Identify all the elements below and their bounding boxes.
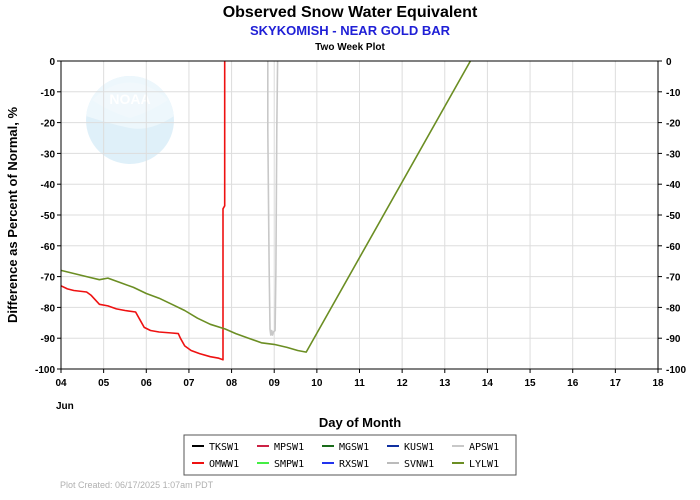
chart-subsubtitle: Two Week Plot	[315, 42, 385, 53]
y-tick-label-left: -100	[35, 365, 55, 376]
y-tick-label-right: -100	[666, 365, 686, 376]
x-tick-label: 08	[226, 378, 238, 389]
x-tick-label: 10	[311, 378, 323, 389]
x-tick-label: 09	[269, 378, 281, 389]
y-tick-label-left: -80	[41, 303, 56, 314]
legend-label-mgsw1: MGSW1	[339, 442, 369, 453]
x-tick-label: 11	[354, 378, 365, 389]
y-tick-label-right: -60	[666, 242, 681, 253]
y-axis-label: Difference as Percent of Normal, %	[5, 107, 20, 323]
y-tick-label-left: -50	[41, 211, 56, 222]
logo-text: NOAA	[109, 91, 150, 107]
month-label: Jun	[56, 401, 74, 412]
series-line-omww1	[60, 61, 226, 361]
y-tick-label-left: -90	[41, 334, 56, 345]
y-tick-label-right: 0	[666, 57, 672, 68]
series-line-lylw1	[60, 60, 472, 353]
x-tick-label: 13	[439, 378, 451, 389]
y-tick-label-left: -20	[41, 119, 56, 130]
legend: TKSW1 MPSW1 MGSW1 KUSW1 APSW1 OMWW1 SMPW1 RXSW1…	[183, 434, 517, 476]
x-tick-label: 06	[141, 378, 153, 389]
y-tick-label-left: -60	[41, 242, 56, 253]
x-tick-label: 17	[610, 378, 622, 389]
y-tick-label-left: -40	[41, 180, 56, 191]
y-tick-label-left: -10	[41, 88, 56, 99]
noaa-logo-watermark: NOAA	[86, 76, 174, 164]
footer-text: Plot Created: 06/17/2025 1:07am PDT	[60, 480, 214, 490]
y-tick-label-left: -70	[41, 273, 56, 284]
y-tick-label-right: -20	[666, 119, 681, 130]
series-line-apsw1	[266, 60, 279, 336]
y-tick-label-right: -70	[666, 273, 681, 284]
legend-label-lylw1: LYLW1	[469, 459, 499, 470]
y-tick-label-right: -10	[666, 88, 681, 99]
y-tick-label-left: -30	[41, 149, 56, 160]
legend-label-rxsw1: RXSW1	[339, 459, 369, 470]
x-tick-label: 16	[567, 378, 579, 389]
legend-label-apsw1: APSW1	[469, 442, 499, 453]
x-axis-label: Day of Month	[319, 415, 401, 430]
y-tick-label-left: 0	[49, 57, 55, 68]
x-tick-label: 14	[482, 378, 494, 389]
legend-box	[183, 434, 517, 476]
x-tick-label: 18	[652, 378, 664, 389]
legend-label-tksw1: TKSW1	[209, 442, 239, 453]
y-tick-label-right: -30	[666, 149, 681, 160]
y-tick-label-right: -40	[666, 180, 681, 191]
chart-title: Observed Snow Water Equivalent	[223, 4, 478, 21]
y-tick-label-right: -50	[666, 211, 681, 222]
x-tick-label: 05	[98, 378, 110, 389]
x-tick-label: 15	[525, 378, 537, 389]
x-tick-label: 12	[397, 378, 409, 389]
legend-label-kusw1: KUSW1	[404, 442, 434, 453]
y-tick-label-right: -80	[666, 303, 681, 314]
series-group	[60, 60, 472, 361]
legend-label-mpsw1: MPSW1	[274, 442, 304, 453]
legend-label-omww1: OMWW1	[209, 459, 239, 470]
y-tick-label-right: -90	[666, 334, 681, 345]
chart-subtitle: SKYKOMISH - NEAR GOLD BAR	[250, 23, 451, 38]
ticks: 04 05 06 07 08 09 10 11 12 13 14 15 16 17 18 0 0 -10 -10 -2…	[35, 57, 686, 389]
x-tick-label: 04	[55, 378, 67, 389]
legend-label-smpw1: SMPW1	[274, 459, 304, 470]
legend-label-svnw1: SVNW1	[404, 459, 434, 470]
x-tick-label: 07	[183, 378, 195, 389]
